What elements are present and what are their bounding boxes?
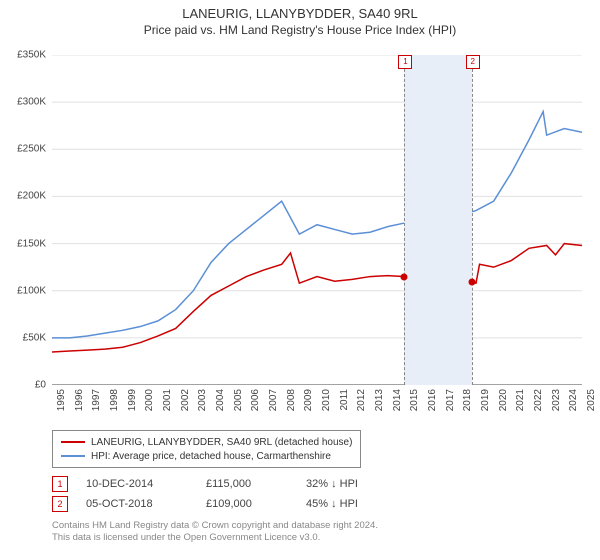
- x-tick-label: 2015: [409, 389, 420, 411]
- sales-row-hpi: 45% ↓ HPI: [306, 498, 406, 510]
- x-tick-label: 2019: [480, 389, 491, 411]
- x-tick-label: 2021: [515, 389, 526, 411]
- y-axis-labels: £0£50K£100K£150K£200K£250K£300K£350K: [0, 55, 50, 385]
- chart-container: LANEURIG, LLANYBYDDER, SA40 9RL Price pa…: [0, 0, 600, 560]
- x-tick-label: 1999: [127, 389, 138, 411]
- legend-row: LANEURIG, LLANYBYDDER, SA40 9RL (detache…: [61, 435, 352, 449]
- x-tick-label: 1996: [74, 389, 85, 411]
- x-tick-label: 2004: [215, 389, 226, 411]
- chart-svg: [52, 55, 582, 385]
- sale-dot-2: [468, 279, 475, 286]
- x-tick-label: 2013: [374, 389, 385, 411]
- x-tick-label: 2017: [445, 389, 456, 411]
- title-line2: Price paid vs. HM Land Registry's House …: [0, 23, 600, 37]
- x-tick-label: 2007: [268, 389, 279, 411]
- legend-swatch: [61, 441, 85, 443]
- x-tick-label: 2025: [586, 389, 597, 411]
- x-tick-label: 2000: [144, 389, 155, 411]
- x-tick-label: 2006: [250, 389, 261, 411]
- x-tick-label: 1997: [91, 389, 102, 411]
- x-tick-label: 2012: [356, 389, 367, 411]
- titles: LANEURIG, LLANYBYDDER, SA40 9RL Price pa…: [0, 0, 600, 37]
- x-tick-label: 1998: [109, 389, 120, 411]
- y-tick-label: £200K: [17, 191, 46, 202]
- sales-table: 1 10-DEC-2014£115,00032% ↓ HPI 2 05-OCT-201…: [52, 474, 406, 514]
- y-tick-label: £150K: [17, 238, 46, 249]
- marker-flag-2: 2: [466, 55, 480, 69]
- legend: LANEURIG, LLANYBYDDER, SA40 9RL (detache…: [52, 430, 361, 468]
- x-tick-label: 2001: [162, 389, 173, 411]
- x-tick-label: 2003: [197, 389, 208, 411]
- shaded-band: [404, 55, 473, 385]
- footer-line1: Contains HM Land Registry data © Crown c…: [52, 520, 378, 532]
- marker-flag-1: 1: [398, 55, 412, 69]
- footer-line2: This data is licensed under the Open Gov…: [52, 532, 378, 544]
- chart-plot-area: 12: [52, 55, 582, 385]
- x-tick-label: 2008: [286, 389, 297, 411]
- sales-row-price: £115,000: [206, 478, 306, 490]
- y-tick-label: £350K: [17, 50, 46, 61]
- x-tick-label: 2002: [180, 389, 191, 411]
- title-line1: LANEURIG, LLANYBYDDER, SA40 9RL: [0, 6, 600, 21]
- legend-label: LANEURIG, LLANYBYDDER, SA40 9RL (detache…: [91, 437, 352, 448]
- sales-row-hpi: 32% ↓ HPI: [306, 478, 406, 490]
- legend-swatch: [61, 455, 85, 457]
- sales-row: 1 10-DEC-2014£115,00032% ↓ HPI: [52, 474, 406, 494]
- legend-row: HPI: Average price, detached house, Carm…: [61, 449, 352, 463]
- sale-dot-1: [401, 273, 408, 280]
- sales-row-id: 2: [52, 496, 68, 512]
- sales-row-date: 10-DEC-2014: [86, 478, 206, 490]
- y-tick-label: £300K: [17, 97, 46, 108]
- x-tick-label: 2023: [551, 389, 562, 411]
- x-tick-label: 2014: [392, 389, 403, 411]
- x-tick-label: 2005: [233, 389, 244, 411]
- x-tick-label: 1995: [56, 389, 67, 411]
- series-price_paid: [52, 244, 582, 352]
- x-tick-label: 2009: [303, 389, 314, 411]
- y-tick-label: £100K: [17, 285, 46, 296]
- sales-row-date: 05-OCT-2018: [86, 498, 206, 510]
- x-tick-label: 2022: [533, 389, 544, 411]
- footer: Contains HM Land Registry data © Crown c…: [52, 520, 378, 545]
- sales-row-id: 1: [52, 476, 68, 492]
- sales-row-price: £109,000: [206, 498, 306, 510]
- y-tick-label: £50K: [23, 332, 46, 343]
- x-tick-label: 2018: [462, 389, 473, 411]
- y-tick-label: £0: [35, 380, 46, 391]
- series-hpi: [52, 112, 582, 338]
- x-tick-label: 2024: [568, 389, 579, 411]
- marker-line-1: [404, 69, 405, 385]
- x-tick-label: 2011: [339, 389, 350, 411]
- y-tick-label: £250K: [17, 144, 46, 155]
- marker-line-2: [472, 69, 473, 385]
- x-tick-label: 2010: [321, 389, 332, 411]
- legend-label: HPI: Average price, detached house, Carm…: [91, 451, 331, 462]
- x-tick-label: 2016: [427, 389, 438, 411]
- sales-row: 2 05-OCT-2018£109,00045% ↓ HPI: [52, 494, 406, 514]
- x-tick-label: 2020: [498, 389, 509, 411]
